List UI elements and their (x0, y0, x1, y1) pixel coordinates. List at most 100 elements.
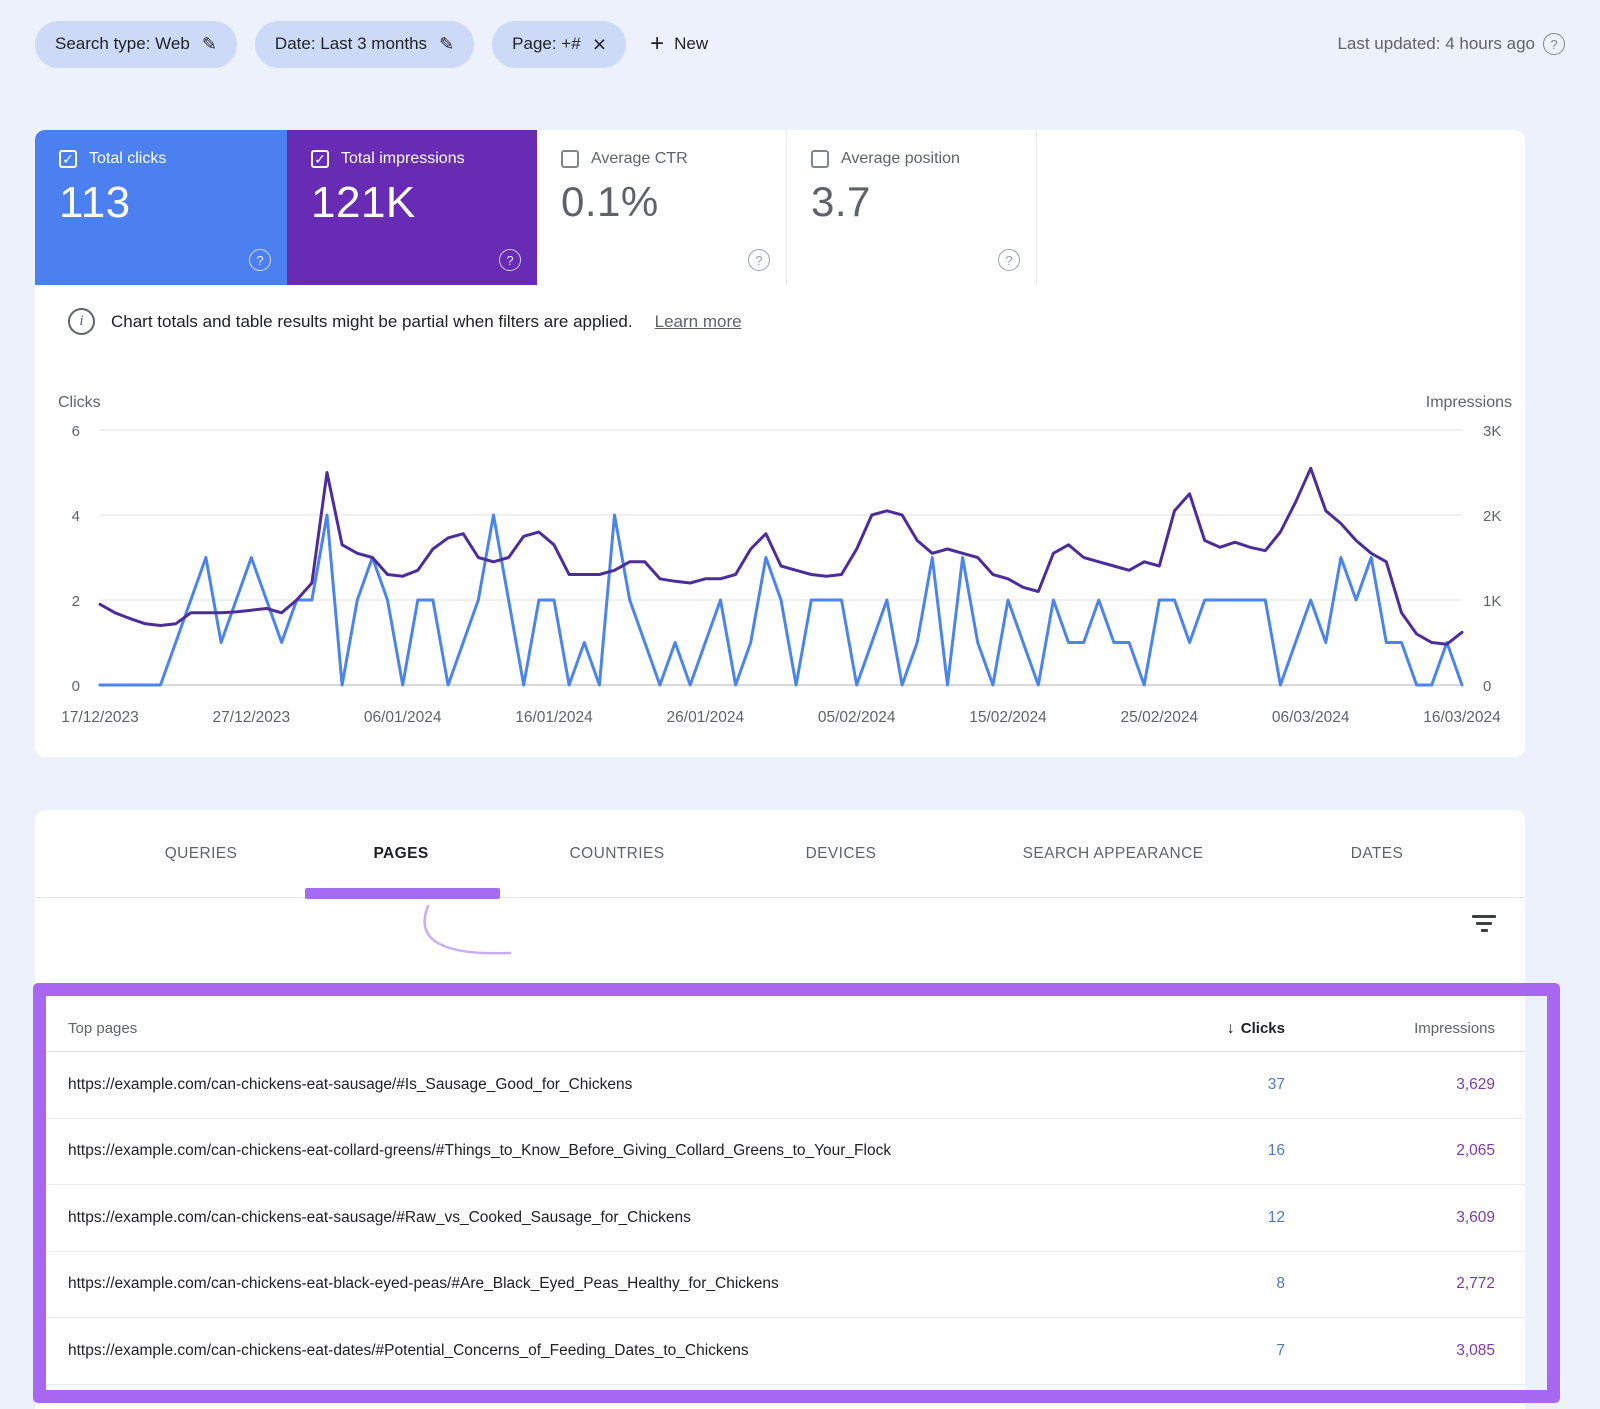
help-icon[interactable]: ? (499, 249, 521, 271)
metric-value: 3.7 (811, 178, 871, 225)
tab-pages[interactable]: PAGES (373, 845, 429, 862)
svg-text:05/02/2024: 05/02/2024 (818, 709, 896, 726)
tab-active-indicator (305, 888, 500, 899)
filter-chip-search-type[interactable]: Search type: Web ✎ (35, 20, 237, 68)
help-icon[interactable]: ? (1543, 33, 1565, 55)
metric-value: 0.1% (561, 178, 659, 225)
clicks-impressions-chart: Clicks Impressions 6 4 2 0 3K 2K 1K 0 17/12/2023 27… (35, 380, 1525, 740)
new-filter-button[interactable]: + New (650, 32, 708, 56)
edit-pencil-icon[interactable]: ✎ (201, 34, 217, 54)
filter-chip-label: Search type: Web (55, 34, 190, 53)
close-icon[interactable]: × (592, 30, 607, 57)
svg-text:27/12/2023: 27/12/2023 (213, 709, 291, 726)
sort-descending-icon: ↓ (1226, 1019, 1235, 1037)
learn-more-link[interactable]: Learn more (654, 311, 742, 331)
table-filter-icon[interactable] (1471, 915, 1497, 937)
page-url: https://example.com/can-chickens-eat-sau… (68, 1075, 633, 1093)
impressions-value: 3,085 (1456, 1341, 1495, 1359)
checkbox-checked-icon[interactable]: ✓ (311, 150, 329, 168)
metric-card-average-position[interactable]: ✓ Average position 3.7 ? (787, 130, 1037, 285)
svg-text:0: 0 (1483, 678, 1491, 695)
table-row[interactable]: https://example.com/can-chickens-eat-bla… (35, 1252, 1525, 1318)
tab-search-appearance[interactable]: SEARCH APPEARANCE (1022, 845, 1204, 862)
line-chart-svg: Clicks Impressions 6 4 2 0 3K 2K 1K 0 17/12/2023 27… (58, 394, 1512, 726)
filter-chip-page[interactable]: Page: +# × (492, 20, 627, 68)
metric-label: Total clicks (89, 150, 167, 167)
top-pages-table: Top pages ↓ Clicks Impressions https://ex… (35, 1006, 1525, 1385)
table-row[interactable]: https://example.com/can-chickens-eat-col… (35, 1119, 1525, 1185)
filter-chip-label: Page: +# (512, 34, 581, 53)
table-row[interactable]: https://example.com/can-chickens-eat-sau… (35, 1052, 1525, 1119)
filter-toolbar: Search type: Web ✎ Date: Last 3 months ✎… (35, 20, 1565, 68)
svg-text:Impressions: Impressions (1426, 394, 1512, 411)
performance-chart-panel: ✓ Total clicks 113 ? ✓ Total impressions… (35, 130, 1525, 757)
svg-text:6: 6 (72, 423, 80, 440)
svg-text:16/01/2024: 16/01/2024 (515, 709, 593, 726)
svg-text:2: 2 (72, 593, 80, 610)
impressions-value: 2,065 (1456, 1142, 1495, 1160)
table-row[interactable]: https://example.com/can-chickens-eat-sau… (35, 1185, 1525, 1252)
svg-text:2K: 2K (1483, 508, 1501, 525)
page-url: https://example.com/can-chickens-eat-col… (68, 1142, 892, 1160)
metric-label: Total impressions (341, 150, 465, 167)
checkbox-checked-icon[interactable]: ✓ (59, 150, 77, 168)
clicks-value: 16 (1267, 1142, 1285, 1160)
help-icon[interactable]: ? (998, 249, 1020, 271)
page-url: https://example.com/can-chickens-eat-bla… (68, 1275, 779, 1293)
svg-text:16/03/2024: 16/03/2024 (1423, 709, 1501, 726)
svg-text:0: 0 (72, 678, 80, 695)
new-filter-label: New (674, 34, 709, 53)
column-header-top-pages: Top pages (68, 1020, 138, 1037)
metric-value: 113 (59, 178, 131, 227)
page-url: https://example.com/can-chickens-eat-dat… (68, 1341, 749, 1359)
filter-chip-label: Date: Last 3 months (274, 34, 428, 53)
impressions-value: 2,772 (1456, 1275, 1495, 1293)
table-header-row: Top pages ↓ Clicks Impressions (35, 1006, 1525, 1052)
svg-text:06/03/2024: 06/03/2024 (1272, 709, 1350, 726)
notice-text: Chart totals and table results might be … (111, 311, 633, 331)
svg-text:15/02/2024: 15/02/2024 (969, 709, 1047, 726)
metric-label: Average CTR (591, 150, 688, 167)
tab-queries[interactable]: QUERIES (164, 845, 238, 862)
edit-pencil-icon[interactable]: ✎ (439, 34, 455, 54)
svg-text:4: 4 (72, 508, 80, 525)
checkbox-unchecked-icon[interactable]: ✓ (811, 150, 829, 168)
page-url: https://example.com/can-chickens-eat-sau… (68, 1208, 691, 1226)
tab-devices[interactable]: DEVICES (805, 845, 877, 862)
dimensions-panel: QUERIES PAGES COUNTRIES DEVICES SEARCH APPEA… (35, 810, 1525, 1409)
column-header-clicks[interactable]: ↓ Clicks (1226, 1019, 1285, 1037)
clicks-value: 37 (1267, 1075, 1285, 1093)
metric-card-total-impressions[interactable]: ✓ Total impressions 121K ? (287, 130, 537, 285)
svg-text:Clicks: Clicks (58, 394, 101, 411)
clicks-value: 7 (1276, 1341, 1285, 1359)
metric-cards: ✓ Total clicks 113 ? ✓ Total impressions… (35, 130, 1525, 285)
impressions-value: 3,609 (1456, 1208, 1495, 1226)
column-header-impressions[interactable]: Impressions (1414, 1020, 1495, 1037)
metric-value: 121K (311, 178, 416, 227)
metric-card-total-clicks[interactable]: ✓ Total clicks 113 ? (35, 130, 287, 285)
help-icon[interactable]: ? (748, 249, 770, 271)
last-updated-text: Last updated: 4 hours ago (1337, 34, 1535, 53)
metric-card-average-ctr[interactable]: ✓ Average CTR 0.1% ? (537, 130, 787, 285)
svg-text:3K: 3K (1483, 423, 1501, 440)
tab-countries[interactable]: COUNTRIES (569, 845, 665, 862)
svg-text:26/01/2024: 26/01/2024 (667, 709, 745, 726)
plus-icon: + (650, 30, 665, 57)
partial-data-notice: i Chart totals and table results might b… (68, 308, 742, 335)
tab-dates[interactable]: DATES (1350, 845, 1404, 862)
svg-text:17/12/2023: 17/12/2023 (61, 709, 139, 726)
help-icon[interactable]: ? (249, 249, 271, 271)
dimension-tabs: QUERIES PAGES COUNTRIES DEVICES SEARCH APPEA… (35, 810, 1525, 899)
checkbox-unchecked-icon[interactable]: ✓ (561, 150, 579, 168)
info-icon: i (68, 308, 95, 335)
svg-text:25/02/2024: 25/02/2024 (1121, 709, 1199, 726)
last-updated-status: Last updated: 4 hours ago ? (1337, 33, 1565, 55)
filter-chip-date[interactable]: Date: Last 3 months ✎ (254, 20, 475, 68)
table-row[interactable]: https://example.com/can-chickens-eat-dat… (35, 1318, 1525, 1385)
impressions-value: 3,629 (1456, 1075, 1495, 1093)
clicks-value: 8 (1276, 1275, 1285, 1293)
svg-text:1K: 1K (1483, 593, 1501, 610)
metric-label: Average position (841, 150, 960, 167)
clicks-value: 12 (1267, 1208, 1285, 1226)
